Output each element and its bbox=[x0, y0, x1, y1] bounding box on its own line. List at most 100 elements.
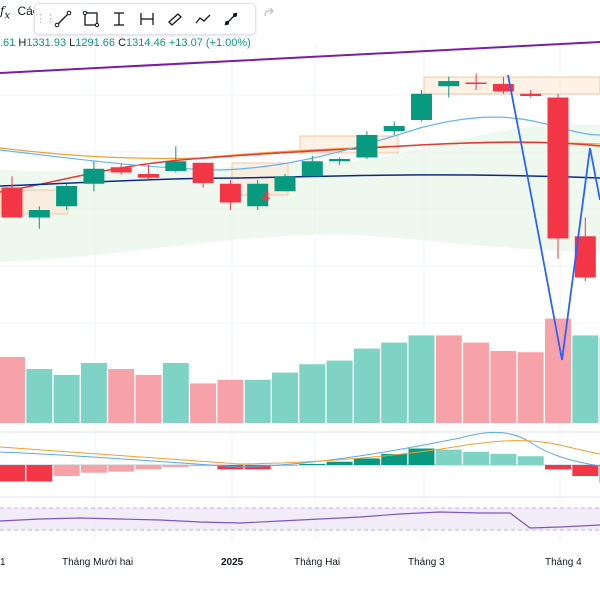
high-label: H bbox=[18, 37, 27, 49]
volume-bar bbox=[353, 348, 380, 423]
candle-down[interactable] bbox=[492, 84, 514, 92]
macd-bar bbox=[244, 465, 271, 470]
candle-down[interactable] bbox=[192, 162, 214, 183]
close-label: C bbox=[118, 37, 127, 49]
candle-down[interactable] bbox=[138, 174, 159, 178]
drag-handle-icon[interactable]: ⋮⋮ bbox=[35, 13, 56, 25]
candle-up[interactable] bbox=[356, 135, 378, 158]
drawing-toolbar[interactable]: ⋮⋮ bbox=[34, 3, 256, 35]
candle-up[interactable] bbox=[274, 176, 296, 192]
high-value: 1331.93 bbox=[26, 37, 67, 49]
low-value: 1291.66 bbox=[75, 37, 116, 49]
volume-bar bbox=[26, 369, 53, 423]
macd-bar bbox=[0, 465, 25, 482]
volume-bar bbox=[299, 364, 326, 423]
candle-up[interactable] bbox=[247, 183, 269, 207]
volume-bar bbox=[217, 379, 244, 423]
macd-line bbox=[0, 431, 600, 468]
ma-navy-line bbox=[0, 174, 600, 187]
candle-up[interactable] bbox=[329, 159, 351, 162]
candle-up[interactable] bbox=[383, 126, 405, 132]
wave-label: 4 bbox=[262, 188, 270, 204]
volume-bar bbox=[162, 363, 189, 423]
volume-bar bbox=[572, 335, 599, 423]
volume-bar bbox=[326, 360, 353, 423]
trend-line bbox=[0, 41, 600, 74]
volume-bar bbox=[490, 351, 517, 423]
macd-bar bbox=[353, 458, 380, 465]
macd-bar bbox=[162, 465, 189, 468]
volume-bar bbox=[435, 335, 462, 423]
brush-tool-icon[interactable] bbox=[161, 5, 189, 33]
macd-bar bbox=[299, 463, 326, 465]
macd-bar bbox=[463, 451, 490, 465]
macd-histogram bbox=[0, 448, 600, 483]
volume-bar bbox=[408, 335, 435, 423]
volume-bar bbox=[0, 357, 25, 423]
volume-bar bbox=[244, 379, 271, 423]
open-value: .61 bbox=[0, 37, 16, 49]
bollinger-band bbox=[0, 124, 600, 262]
candles-layer bbox=[1, 73, 596, 282]
macd-bar bbox=[381, 454, 408, 465]
trend-line-tool-icon[interactable] bbox=[49, 5, 77, 33]
date-range-tool-icon[interactable] bbox=[133, 5, 161, 33]
candle-up[interactable] bbox=[56, 186, 78, 207]
close-value: 1314.46 bbox=[126, 37, 166, 49]
indicator-label: Các bbox=[17, 4, 39, 18]
x-axis-label: Tháng 4 bbox=[545, 557, 582, 568]
redo-icon[interactable] bbox=[262, 6, 276, 25]
candle-down[interactable] bbox=[574, 236, 596, 278]
rsi-line bbox=[0, 511, 600, 529]
candle-up[interactable] bbox=[438, 81, 460, 87]
x-axis-label: Tháng Mười hai bbox=[62, 557, 134, 568]
low-label: L bbox=[69, 37, 76, 49]
x-axis-label: Tháng Hai bbox=[294, 557, 341, 568]
candle-up[interactable] bbox=[301, 161, 323, 177]
volume-layer bbox=[0, 318, 600, 423]
macd-bar bbox=[108, 465, 135, 472]
macd-bar bbox=[545, 465, 571, 470]
indicator-header[interactable]: fx Các bbox=[0, 4, 39, 21]
x-axis-label: Tháng 3 bbox=[408, 557, 445, 568]
path-tool-icon[interactable] bbox=[189, 5, 217, 33]
candle-up[interactable] bbox=[411, 93, 432, 120]
volume-bar bbox=[135, 375, 162, 423]
macd-bar bbox=[80, 465, 107, 473]
macd-bar bbox=[272, 465, 298, 467]
candle-down[interactable] bbox=[520, 93, 542, 96]
change-value: +13.07 (+1.00%) bbox=[168, 37, 251, 49]
candle-up[interactable] bbox=[165, 161, 187, 171]
macd-signal-line bbox=[0, 440, 600, 465]
x-axis-label: 1 bbox=[0, 557, 6, 568]
candle-down[interactable] bbox=[1, 187, 23, 218]
candle-down[interactable] bbox=[219, 183, 241, 203]
macd-bar bbox=[217, 465, 244, 470]
candle-up[interactable] bbox=[83, 168, 105, 184]
macd-bar bbox=[190, 465, 217, 467]
candle-down[interactable] bbox=[465, 82, 487, 85]
ray-tool-icon[interactable] bbox=[217, 5, 245, 33]
wave-line bbox=[507, 74, 600, 361]
x-axis-label: 2025 bbox=[221, 557, 244, 568]
candle-down[interactable] bbox=[547, 97, 569, 239]
macd-bar bbox=[490, 454, 517, 465]
ohlc-readout: .61 H1331.93 L1291.66 C1314.46 +13.07 (+… bbox=[0, 37, 251, 49]
candle-down[interactable] bbox=[110, 167, 132, 173]
macd-bar bbox=[572, 465, 599, 476]
volume-bar bbox=[517, 352, 544, 423]
rsi-band bbox=[0, 508, 600, 530]
macd-bar bbox=[53, 465, 80, 476]
volume-bar bbox=[53, 375, 80, 423]
volume-bar bbox=[190, 383, 217, 423]
macd-bar bbox=[26, 465, 53, 482]
volume-bar bbox=[381, 342, 408, 423]
macd-bar bbox=[517, 456, 544, 465]
rectangle-tool-icon[interactable] bbox=[77, 5, 105, 33]
macd-bar bbox=[326, 461, 353, 465]
candle-up[interactable] bbox=[28, 210, 50, 218]
price-range-tool-icon[interactable] bbox=[105, 5, 133, 33]
volume-bar bbox=[108, 369, 135, 423]
fx-icon[interactable]: fx bbox=[0, 4, 11, 22]
